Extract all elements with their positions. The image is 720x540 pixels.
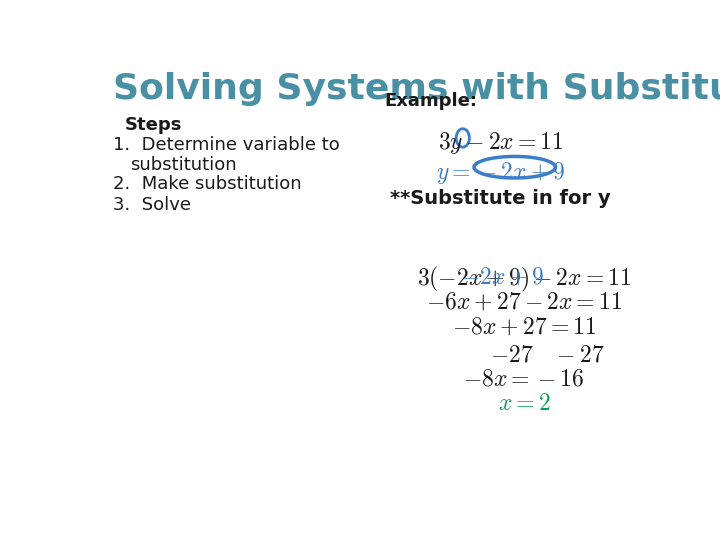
Text: $x=2$: $x=2$ [498,392,550,415]
Text: $-27\quad-27$: $-27\quad-27$ [490,342,605,366]
Text: **Substitute in for y: **Substitute in for y [390,189,611,208]
Text: substitution: substitution [130,157,237,174]
Text: Steps: Steps [125,117,182,134]
Text: Solving Systems with Substitution: Solving Systems with Substitution [113,72,720,106]
Text: $3(-2x+9)-2x=11$: $3(-2x+9)-2x=11$ [417,265,631,294]
Text: 3.  Solve: 3. Solve [113,195,192,214]
Text: 2.  Make substitution: 2. Make substitution [113,175,302,193]
Text: $-6x+27-2x=11$: $-6x+27-2x=11$ [426,289,622,314]
Text: $3y-2x=11$: $3y-2x=11$ [438,130,564,156]
Text: $y=-2x+9$: $y=-2x+9$ [436,159,565,186]
Text: $-2x+9$: $-2x+9$ [461,265,544,289]
Text: Example:: Example: [384,92,477,110]
Text: $-8x+27=11$: $-8x+27=11$ [452,314,596,338]
Text: $-8x=-16$: $-8x=-16$ [463,367,585,390]
Text: 1.  Determine variable to: 1. Determine variable to [113,136,340,154]
